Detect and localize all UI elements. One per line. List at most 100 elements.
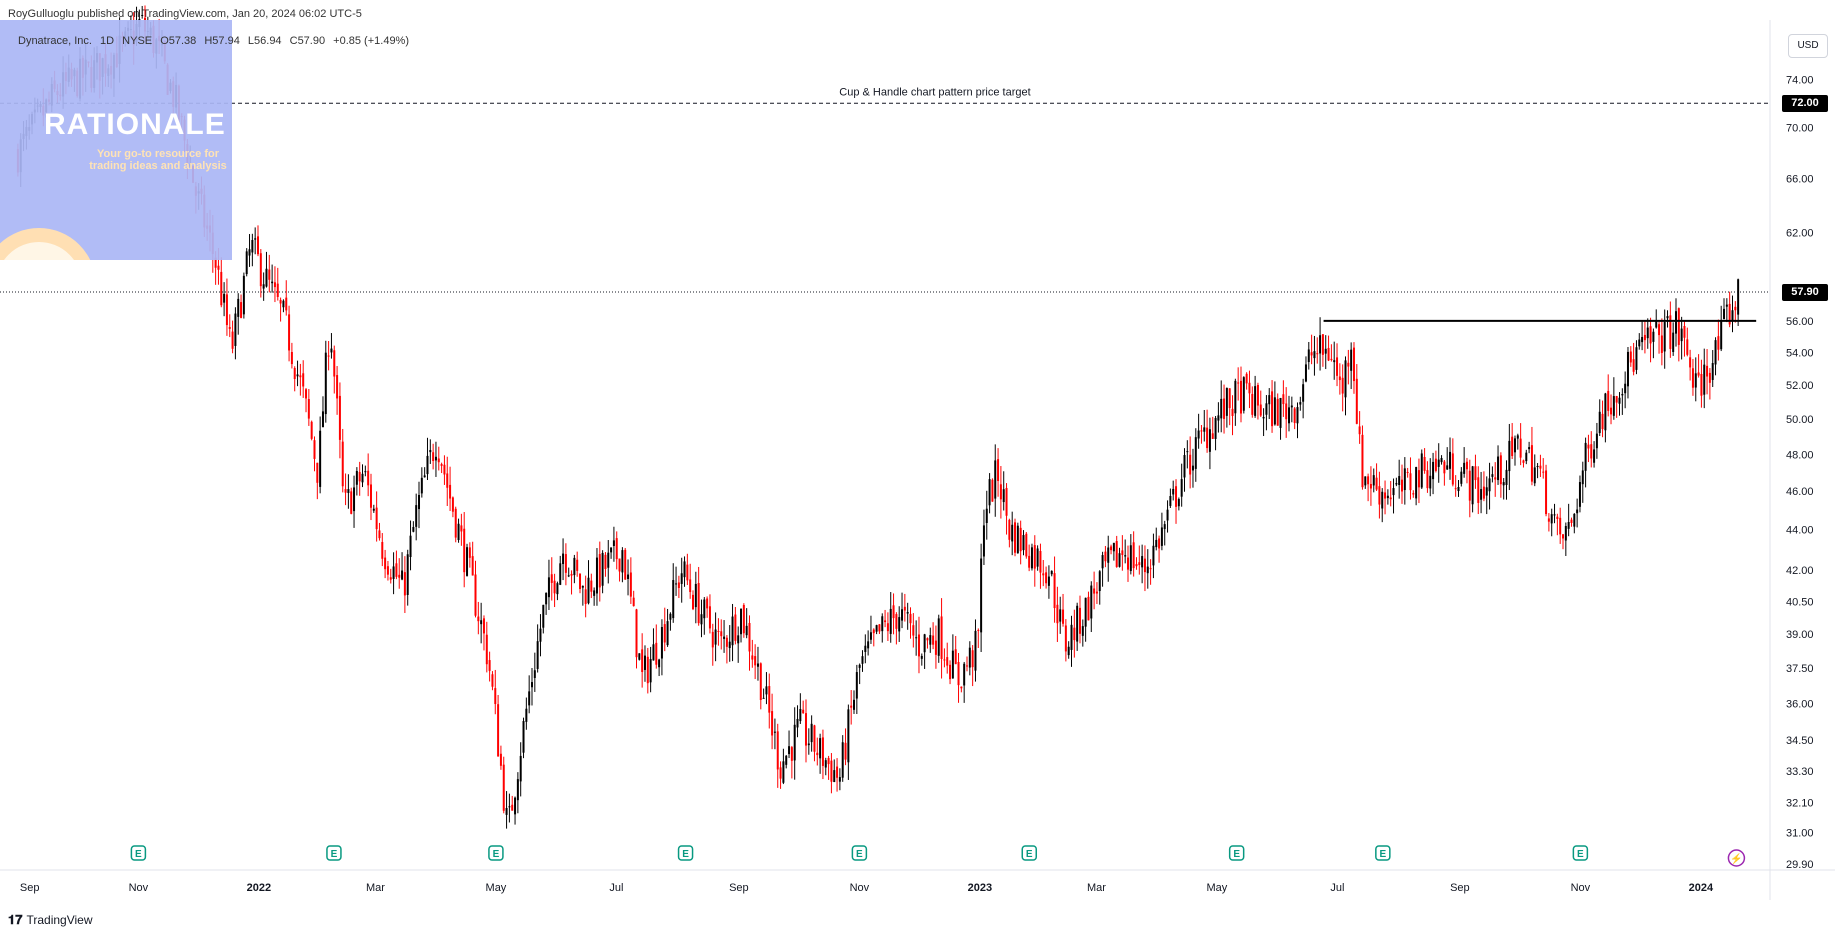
sun-icon — [0, 228, 96, 260]
symbol-legend[interactable]: Dynatrace, Inc. 1D NYSE O57.38 H57.94 L5… — [18, 35, 414, 47]
candle-body — [547, 577, 550, 598]
candle-body — [1403, 468, 1406, 491]
candle-body — [1200, 430, 1203, 432]
candle-body — [440, 464, 443, 466]
candle-body — [1723, 308, 1726, 319]
tradingview-watermark[interactable]: 𝟏𝟕 TradingView — [8, 912, 93, 928]
candle-body — [564, 554, 567, 573]
time-tick-label: Mar — [1087, 882, 1106, 894]
close-value: C57.90 — [289, 35, 326, 47]
candle-body — [1160, 527, 1163, 546]
candle-body — [858, 664, 861, 668]
candle-body — [310, 421, 313, 439]
candle-body — [273, 282, 276, 288]
candle-body — [779, 767, 782, 779]
candle-body — [711, 631, 714, 648]
candle-body — [734, 614, 737, 641]
candle-body — [1593, 449, 1596, 463]
time-axis: Sep Nov 2022 Mar May Jul Sep Nov 2023 Mar May Jul Se… — [20, 882, 1714, 894]
candle-body — [1417, 470, 1420, 488]
candle-body — [802, 709, 805, 714]
candle-body — [395, 563, 398, 577]
candle-body — [1530, 445, 1533, 482]
candle-body — [1691, 368, 1694, 388]
candle-body — [1313, 351, 1316, 359]
candle-body — [827, 757, 830, 765]
candle-body — [333, 350, 336, 377]
candle-body — [1208, 429, 1211, 452]
candle-body — [1706, 365, 1709, 377]
candle-body — [1095, 591, 1098, 594]
candle-body — [824, 760, 827, 768]
price-tick-label: 32.10 — [1786, 798, 1814, 810]
candle-body — [398, 574, 401, 578]
candle-body — [1132, 542, 1135, 569]
candle-body — [598, 554, 601, 588]
candle-body — [1019, 527, 1022, 552]
candle-body — [1047, 576, 1050, 586]
candle-body — [1321, 334, 1324, 355]
candle-body — [1194, 437, 1197, 469]
candle-body — [1443, 461, 1446, 474]
candle-body — [1110, 546, 1113, 551]
candle-body — [1463, 462, 1466, 474]
candle-body — [872, 629, 875, 634]
candle-body — [1203, 427, 1206, 432]
candle-body — [977, 629, 980, 631]
candle-body — [220, 271, 223, 306]
candle-body — [677, 582, 680, 589]
candle-body — [497, 704, 500, 757]
candle-body — [943, 659, 946, 661]
candle-body — [477, 616, 480, 622]
candle-body — [892, 605, 895, 619]
candle-body — [409, 535, 412, 558]
candle-body — [889, 608, 892, 634]
svg-text:E: E — [1577, 849, 1584, 860]
candle-body — [1158, 538, 1161, 549]
tradingview-logo-icon: 𝟏𝟕 — [8, 912, 23, 927]
earnings-marker-icon: E — [851, 845, 868, 861]
candles-layer — [16, 5, 1740, 829]
candle-body — [886, 623, 889, 632]
candle-body — [1511, 436, 1514, 457]
candle-body — [1734, 306, 1737, 311]
candle-body — [912, 625, 915, 636]
candle-body — [1542, 471, 1545, 473]
candle-body — [1293, 408, 1296, 423]
candle-body — [1059, 609, 1062, 622]
candle-body — [850, 705, 853, 708]
candle-body — [773, 731, 776, 733]
candle-body — [265, 268, 268, 287]
candle-body — [1522, 460, 1525, 463]
candle-body — [660, 626, 663, 659]
candle-body — [895, 614, 898, 629]
candle-body — [618, 558, 621, 572]
svg-text:E: E — [331, 849, 338, 860]
candle-body — [1271, 391, 1274, 427]
symbol-name: Dynatrace, Inc. — [18, 35, 92, 47]
candle-body — [1045, 572, 1048, 584]
candle-body — [386, 566, 389, 575]
candle-body — [1268, 395, 1271, 405]
price-tick-label: 29.90 — [1786, 859, 1814, 871]
candle-body — [782, 761, 785, 783]
candle-body — [1056, 604, 1059, 624]
candle-body — [350, 491, 353, 514]
candle-body — [875, 625, 878, 632]
candle-body — [1559, 517, 1562, 535]
candle-body — [257, 236, 259, 255]
candle-body — [841, 742, 844, 778]
candle-body — [1093, 588, 1096, 594]
candle-body — [768, 686, 771, 713]
candle-body — [1635, 347, 1638, 370]
candle-body — [508, 806, 511, 808]
candle-body — [1497, 456, 1500, 481]
price-tick-label: 42.00 — [1786, 565, 1814, 577]
currency-button[interactable]: USD — [1788, 34, 1828, 58]
candle-body — [420, 477, 423, 494]
candle-body — [313, 440, 316, 459]
candle-body — [1482, 486, 1485, 499]
candle-body — [1372, 475, 1375, 486]
candle-body — [821, 737, 824, 766]
